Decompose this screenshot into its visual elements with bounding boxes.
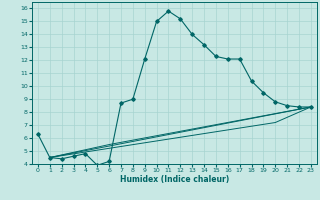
X-axis label: Humidex (Indice chaleur): Humidex (Indice chaleur) (120, 175, 229, 184)
